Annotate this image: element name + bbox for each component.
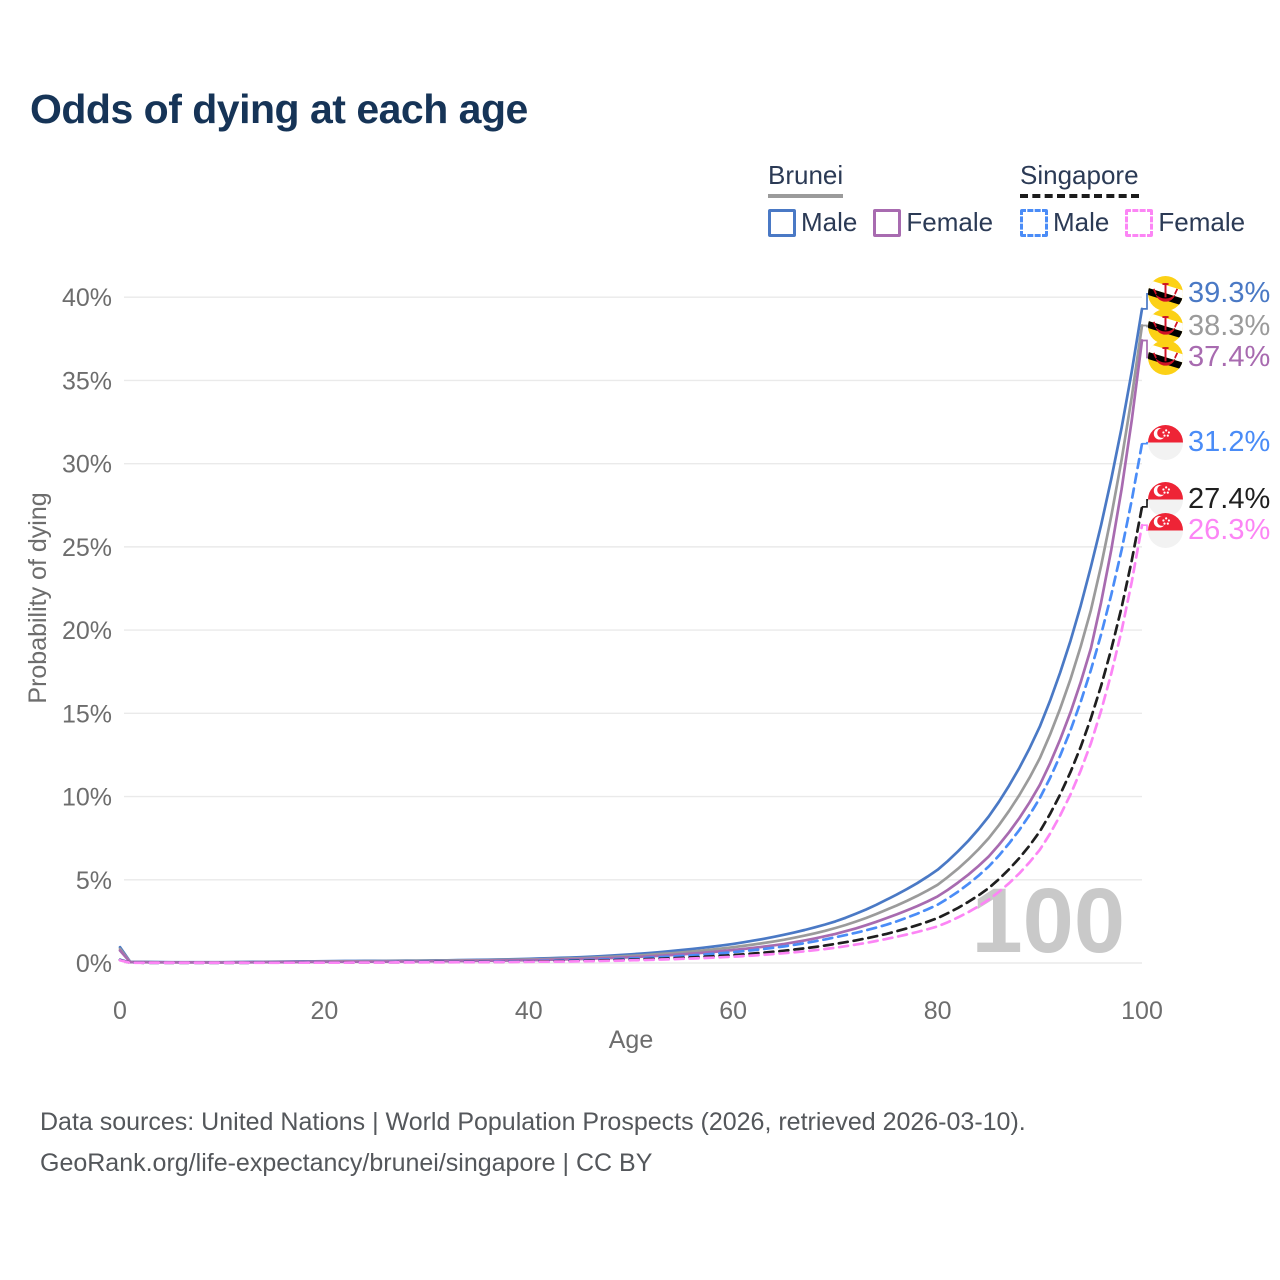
series-line-brunei-male[interactable] (118, 307, 1144, 964)
y-tick-label: 40% (62, 284, 112, 312)
x-tick-label: 40 (515, 997, 543, 1025)
y-tick-label: 20% (62, 617, 112, 645)
end-label-singapore-female: 26.3% (1148, 512, 1270, 548)
end-value-brunei-female: 37.4% (1188, 340, 1271, 373)
end-label-brunei-all: 38.3% (1148, 308, 1270, 344)
y-tick-label: 30% (62, 451, 112, 479)
data-sources-text: Data sources: United Nations | World Pop… (40, 1108, 1026, 1136)
legend-item-brunei-female[interactable]: Female (873, 207, 993, 238)
end-label-singapore-all: 27.4% (1148, 482, 1270, 518)
age-counter-watermark: 100 (972, 870, 1126, 972)
y-tick-label: 5% (76, 867, 112, 895)
end-value-singapore-female: 26.3% (1188, 513, 1271, 546)
legend-items-singapore: Male Female (1020, 207, 1245, 238)
end-value-singapore-male: 31.2% (1188, 426, 1271, 459)
end-value-brunei-all: 38.3% (1188, 309, 1271, 342)
series-line-singapore-female[interactable] (118, 523, 1144, 965)
legend-items-brunei: Male Female (768, 207, 993, 238)
brunei-flag-icon (1148, 340, 1183, 375)
y-tick-label: 35% (62, 367, 112, 395)
axis-ticks: 0% 5% 10% 15% 20% 25% 30% 35% 40% 0 20 40 60 80 100 (62, 284, 1163, 1025)
singapore-flag-icon (1148, 425, 1183, 460)
y-tick-label: 25% (62, 534, 112, 562)
end-label-brunei-female: 37.4% (1148, 339, 1270, 375)
end-label-singapore-male: 31.2% (1148, 425, 1270, 461)
legend-country-brunei[interactable]: Brunei (768, 160, 844, 198)
legend-label-brunei-male: Male (801, 207, 858, 237)
x-axis-title: Age (609, 1026, 653, 1054)
attribution-text: GeoRank.org/life-expectancy/brunei/singa… (40, 1149, 653, 1177)
x-tick-label: 60 (719, 997, 747, 1025)
legend-label-singapore-female: Female (1158, 207, 1246, 237)
legend-group-brunei: Brunei Male Female (768, 160, 993, 238)
brunei-male-swatch-icon (768, 208, 796, 237)
series-layer (118, 307, 1144, 965)
end-value-brunei-male: 39.3% (1188, 277, 1271, 310)
brunei-flag-icon (1148, 276, 1183, 311)
legend-item-brunei-male[interactable]: Male (768, 207, 857, 238)
page-title: Odds of dying at each age (30, 86, 528, 132)
y-tick-label: 15% (62, 700, 112, 728)
legend-country-singapore[interactable]: Singapore (1020, 160, 1139, 198)
y-tick-label: 0% (76, 950, 112, 978)
legend-item-singapore-male[interactable]: Male (1020, 207, 1109, 238)
y-tick-label: 10% (62, 784, 112, 812)
legend-label-brunei-female: Female (906, 207, 994, 237)
x-tick-label: 100 (1121, 997, 1163, 1025)
end-value-singapore-all: 27.4% (1188, 483, 1271, 516)
legend-group-singapore: Singapore Male Female (1020, 160, 1245, 238)
singapore-female-swatch-icon (1125, 208, 1154, 237)
end-label-brunei-male: 39.3% (1148, 276, 1270, 312)
gridlines (124, 296, 1142, 964)
legend-label-singapore-male: Male (1053, 207, 1110, 237)
x-tick-label: 20 (310, 997, 338, 1025)
x-tick-label: 0 (113, 997, 127, 1025)
x-tick-label: 80 (924, 997, 952, 1025)
brunei-female-swatch-icon (873, 208, 902, 237)
legend-item-singapore-female[interactable]: Female (1125, 207, 1245, 238)
singapore-male-swatch-icon (1020, 208, 1048, 237)
y-axis-title: Probability of dying (24, 492, 52, 703)
singapore-flag-icon (1148, 513, 1183, 548)
